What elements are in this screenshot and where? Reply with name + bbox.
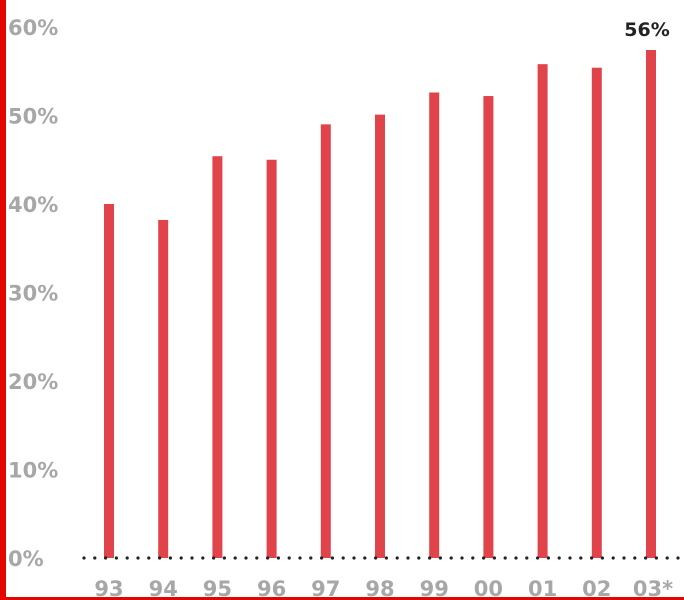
y-tick-label: 50% [8, 105, 58, 129]
baseline-dot [287, 556, 291, 560]
baseline-dot [503, 556, 507, 560]
baseline-dot [233, 556, 237, 560]
baseline-dot [665, 556, 669, 560]
baseline-dot [514, 556, 518, 560]
x-tick-label: 01 [528, 577, 557, 600]
baseline-dot [460, 556, 464, 560]
baseline-dot [266, 556, 270, 560]
baseline-dot [622, 556, 626, 560]
bar-03* [646, 50, 656, 558]
baseline-dot [536, 556, 540, 560]
x-axis-tick-labels: 93 94 95 96 97 98 99 00 01 02 03* [94, 577, 673, 600]
baseline-dot [482, 556, 486, 560]
bar-94 [158, 219, 169, 558]
y-tick-label: 10% [8, 459, 58, 483]
baseline-dot [179, 556, 183, 560]
baseline-dot [341, 556, 345, 560]
baseline-dot [449, 556, 453, 560]
x-tick-label: 98 [365, 577, 394, 600]
x-tick-label: 03* [633, 577, 673, 600]
baseline-dot [320, 556, 324, 560]
baseline-dot [395, 556, 399, 560]
y-tick-label: 0% [8, 547, 44, 571]
y-tick-label: 60% [8, 16, 58, 40]
x-tick-label: 93 [94, 577, 123, 600]
bar-97 [320, 124, 331, 558]
baseline-dot [222, 556, 226, 560]
baseline-dot [644, 556, 648, 560]
baseline-dot [255, 556, 259, 560]
baseline-dot [276, 556, 280, 560]
baseline-dot [82, 556, 86, 560]
bar-01 [537, 64, 548, 559]
baseline-dot [104, 556, 108, 560]
x-tick-label: 96 [257, 577, 286, 600]
baseline-dot [93, 556, 97, 560]
baseline-dot [212, 556, 216, 560]
baseline-dot [352, 556, 356, 560]
baseline-dot [201, 556, 205, 560]
baseline-dot [428, 556, 432, 560]
data-annotations: 56% [624, 19, 669, 41]
baseline-dot [298, 556, 302, 560]
baseline-dot [125, 556, 129, 560]
baseline-dot [633, 556, 637, 560]
baseline-dot [374, 556, 378, 560]
baseline-dot [406, 556, 410, 560]
baseline-dot [676, 556, 680, 560]
bar-95 [212, 156, 223, 558]
bar-98 [375, 114, 385, 559]
baseline-dot [590, 556, 594, 560]
baseline-dot [568, 556, 572, 560]
baseline-dot [190, 556, 194, 560]
baseline-dot [654, 556, 659, 560]
x-tick-label: 00 [474, 577, 503, 600]
x-tick-label: 95 [203, 577, 232, 600]
baseline-dot [363, 556, 367, 560]
y-tick-label: 30% [8, 282, 58, 306]
bar-96 [266, 159, 277, 558]
baseline-dot [168, 556, 172, 560]
baseline-dot [244, 556, 248, 560]
baseline-dot [471, 556, 475, 560]
baseline-dot [417, 556, 421, 560]
baseline-dot [579, 556, 583, 560]
bar-02 [591, 67, 602, 559]
x-tick-label: 97 [311, 577, 340, 600]
x-tick-label: 94 [149, 577, 178, 600]
baseline-dot [147, 556, 151, 560]
baseline-dot [309, 556, 313, 560]
bar-00 [483, 96, 494, 558]
y-tick-label: 20% [8, 370, 58, 394]
baseline-dot [600, 556, 605, 560]
baseline-dot [158, 556, 162, 560]
x-tick-label: 99 [420, 577, 449, 600]
baseline-dot [384, 556, 388, 560]
baseline-dot [525, 556, 529, 560]
x-tick-label: 02 [582, 577, 611, 600]
y-tick-label: 40% [8, 193, 58, 217]
baseline-dot [438, 556, 442, 560]
y-axis-tick-labels: 0% 10% 20% 30% 40% 50% 60% [8, 16, 58, 571]
baseline-dot [114, 556, 118, 560]
bar-series [104, 50, 656, 559]
bar-93 [104, 204, 114, 558]
bottom-frame-border [0, 597, 684, 600]
baseline [82, 556, 680, 560]
baseline-dot [330, 556, 334, 560]
baseline-dot [557, 556, 561, 560]
baseline-dot [611, 556, 615, 560]
baseline-dot [136, 556, 140, 560]
baseline-dot [546, 556, 551, 560]
bar-99 [429, 92, 440, 559]
left-frame-border [0, 0, 6, 600]
baseline-dot [492, 556, 496, 560]
data-label: 56% [624, 19, 669, 41]
